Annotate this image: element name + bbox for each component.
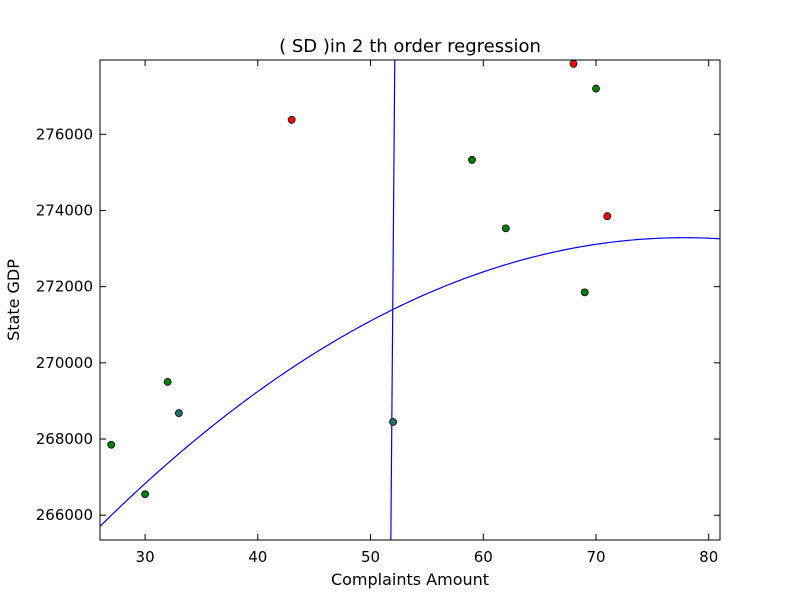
y-tick-label: 270000 — [36, 354, 93, 372]
data-point — [603, 212, 612, 221]
data-point — [141, 490, 149, 499]
data-point — [107, 440, 116, 449]
data-point — [175, 409, 183, 418]
data-point — [580, 288, 589, 297]
y-tick-label: 276000 — [36, 125, 93, 143]
data-point — [163, 378, 172, 386]
y-tick-label: 272000 — [36, 278, 93, 296]
y-tick-label: 268000 — [36, 430, 93, 448]
data-point — [569, 60, 578, 68]
x-axis-label: Complaints Amount — [331, 570, 489, 589]
data-point — [592, 84, 600, 93]
axis-ticks: 30 40 50 60 70 80 266000 268000 270000 272000 2740… — [36, 60, 720, 566]
x-tick-label: 50 — [361, 548, 380, 566]
data-point — [501, 224, 510, 233]
data-point — [389, 418, 397, 426]
plot-area — [100, 60, 720, 540]
plot-frame — [99, 59, 721, 541]
x-tick-label: 80 — [699, 548, 718, 566]
y-axis-label: State GDP — [4, 259, 23, 341]
x-tick-label: 40 — [248, 548, 267, 566]
chart-title: ( SD )in 2 th order regression — [279, 36, 541, 57]
y-tick-label: 266000 — [36, 506, 93, 524]
x-tick-label: 60 — [474, 548, 493, 566]
x-tick-label: 70 — [586, 548, 605, 566]
data-point — [468, 155, 476, 164]
x-tick-label: 30 — [136, 548, 155, 566]
data-point — [287, 115, 296, 124]
y-tick-label: 274000 — [36, 201, 93, 219]
regression-curve-1 — [100, 237, 720, 527]
regression-curve-2 — [390, 60, 396, 540]
